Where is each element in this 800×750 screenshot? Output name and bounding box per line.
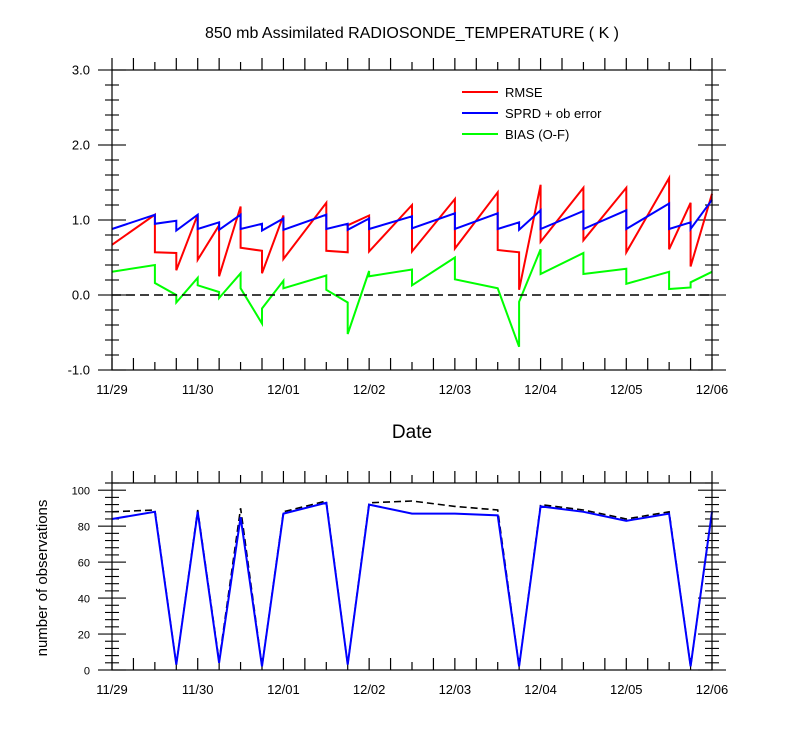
bottom-series-line bbox=[111, 501, 713, 667]
top-series-line bbox=[111, 174, 713, 291]
bottom-x-tick-label: 12/04 bbox=[524, 682, 557, 697]
top-y-tick-label: 0.0 bbox=[72, 288, 90, 303]
top-y-tick-label: -1.0 bbox=[68, 363, 90, 378]
top-series-line bbox=[111, 199, 713, 233]
bottom-y-tick-label: 60 bbox=[78, 558, 90, 570]
bottom-panel-ticks: 11/29 11/30 12/01 12/02 12/03 12/04 12/05 12/06… bbox=[72, 471, 729, 697]
legend: RMSE SPRD + ob error BIAS (O-F) bbox=[462, 85, 602, 142]
top-panel-ticks: 11/29 11/30 12/01 12/02 12/03 12/04 12/05 12/06… bbox=[68, 58, 729, 397]
legend-label: RMSE bbox=[505, 85, 543, 100]
bottom-panel-series bbox=[111, 500, 713, 667]
bottom-x-tick-label: 12/06 bbox=[696, 682, 729, 697]
bottom-x-tick-label: 12/05 bbox=[610, 682, 643, 697]
bottom-x-tick-label: 11/30 bbox=[182, 682, 214, 697]
top-x-tick-label: 12/04 bbox=[524, 382, 557, 397]
legend-label: BIAS (O-F) bbox=[505, 127, 569, 142]
chart-title: 850 mb Assimilated RADIOSONDE_TEMPERATUR… bbox=[205, 25, 619, 42]
top-x-tick-label: 12/06 bbox=[696, 382, 729, 397]
legend-label: SPRD + ob error bbox=[505, 106, 602, 121]
top-panel-series bbox=[111, 174, 713, 348]
top-series-line bbox=[111, 248, 713, 348]
top-y-tick-label: 1.0 bbox=[72, 213, 90, 228]
bottom-y-tick-label: 40 bbox=[78, 594, 90, 606]
top-panel-frame bbox=[111, 69, 713, 371]
bottom-y-tick-label: 100 bbox=[72, 486, 90, 498]
top-x-tick-label: 11/30 bbox=[182, 382, 214, 397]
y-axis-label: number of observations bbox=[34, 500, 51, 657]
bottom-series-line bbox=[111, 500, 713, 667]
bottom-y-tick-label: 20 bbox=[78, 630, 90, 642]
top-x-tick-label: 12/01 bbox=[267, 382, 300, 397]
bottom-x-tick-label: 11/29 bbox=[96, 682, 128, 697]
top-y-tick-label: 2.0 bbox=[72, 138, 90, 153]
bottom-x-tick-label: 12/01 bbox=[267, 682, 300, 697]
top-x-tick-label: 12/05 bbox=[610, 382, 643, 397]
bottom-x-tick-label: 12/02 bbox=[353, 682, 386, 697]
bottom-y-tick-label: 0 bbox=[84, 666, 90, 678]
x-axis-label: Date bbox=[392, 422, 432, 443]
top-x-tick-label: 11/29 bbox=[96, 382, 128, 397]
bottom-x-tick-label: 12/03 bbox=[439, 682, 472, 697]
top-y-tick-label: 3.0 bbox=[72, 63, 90, 78]
bottom-panel-frame bbox=[111, 482, 713, 671]
bottom-y-tick-label: 80 bbox=[78, 522, 90, 534]
top-x-tick-label: 12/03 bbox=[439, 382, 472, 397]
top-x-tick-label: 12/02 bbox=[353, 382, 386, 397]
